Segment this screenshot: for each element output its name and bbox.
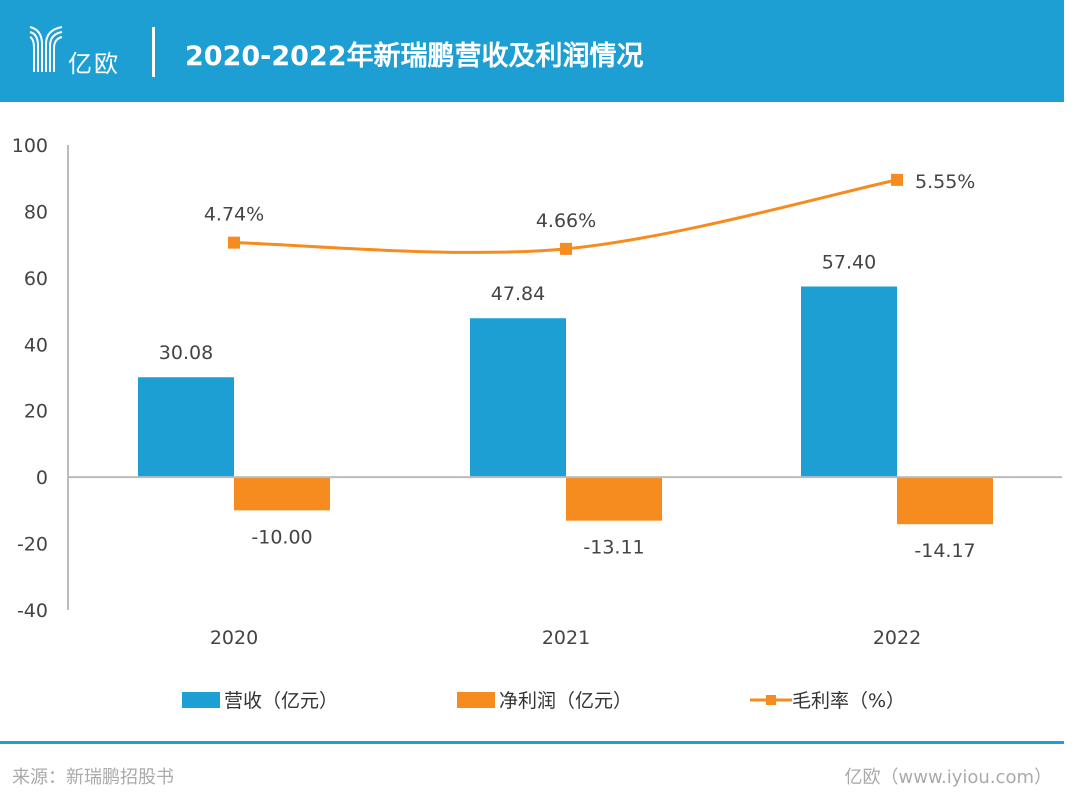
logo-text: 亿欧 <box>68 50 120 78</box>
bar-revenue <box>801 286 897 478</box>
legend-label: 净利润（亿元） <box>499 690 633 712</box>
bar-revenue <box>470 318 566 478</box>
gross-margin-marker <box>228 236 240 249</box>
data-label-net-profit: -14.17 <box>914 540 975 562</box>
chart-plot: 100 80 60 40 20 0 -20 -40 30.08 -10.00 2020 47.84 -1… <box>12 135 1062 649</box>
legend-label: 营收（亿元） <box>224 690 339 712</box>
gross-margin-marker <box>560 242 572 255</box>
y-tick-label: 20 <box>24 401 48 423</box>
legend-swatch-orange <box>457 691 495 708</box>
data-label-gross-margin: 4.74% <box>204 204 264 226</box>
y-tick-label: 40 <box>24 334 48 356</box>
x-tick-label: 2022 <box>873 627 921 649</box>
bar-net-profit <box>234 477 330 511</box>
data-label-revenue: 57.40 <box>822 251 876 273</box>
gross-margin-marker <box>891 173 903 186</box>
x-tick-label: 2021 <box>542 627 590 649</box>
data-label-net-profit: -10.00 <box>251 526 312 548</box>
data-label-revenue: 30.08 <box>159 342 213 364</box>
yiou-logo-icon <box>29 26 63 72</box>
y-tick-label: 60 <box>24 268 48 290</box>
legend-item-revenue: 营收（亿元） <box>182 686 338 713</box>
data-label-gross-margin: 4.66% <box>536 210 596 232</box>
data-label-net-profit: -13.11 <box>583 537 644 559</box>
legend-line-marker-icon <box>750 694 792 705</box>
bar-net-profit <box>897 477 993 525</box>
legend-label: 毛利率（%） <box>792 690 906 712</box>
chart-title: 2020-2022年新瑞鹏营收及利润情况 <box>185 41 644 72</box>
bar-revenue <box>138 377 234 478</box>
data-label-gross-margin: 5.55% <box>915 171 975 193</box>
footer-divider <box>0 741 1064 744</box>
y-tick-label: -20 <box>17 534 48 556</box>
data-label-revenue: 47.84 <box>491 283 545 305</box>
y-tick-label: 100 <box>12 135 48 157</box>
credit-note: 亿欧（www.iyiou.com） <box>844 767 1052 788</box>
y-tick-label: -40 <box>17 600 48 622</box>
legend-swatch-blue <box>182 691 220 708</box>
header-divider <box>152 27 155 77</box>
y-tick-label: 80 <box>24 201 48 223</box>
legend-item-gross-margin: 毛利率（%） <box>750 686 905 713</box>
x-tick-label: 2020 <box>210 627 258 649</box>
source-note: 来源：新瑞鹏招股书 <box>12 767 174 788</box>
y-tick-label: 0 <box>36 467 48 489</box>
bar-net-profit <box>566 477 662 521</box>
legend-item-net-profit: 净利润（亿元） <box>457 686 632 713</box>
header-banner: 亿欧 2020-2022年新瑞鹏营收及利润情况 <box>0 0 1064 102</box>
